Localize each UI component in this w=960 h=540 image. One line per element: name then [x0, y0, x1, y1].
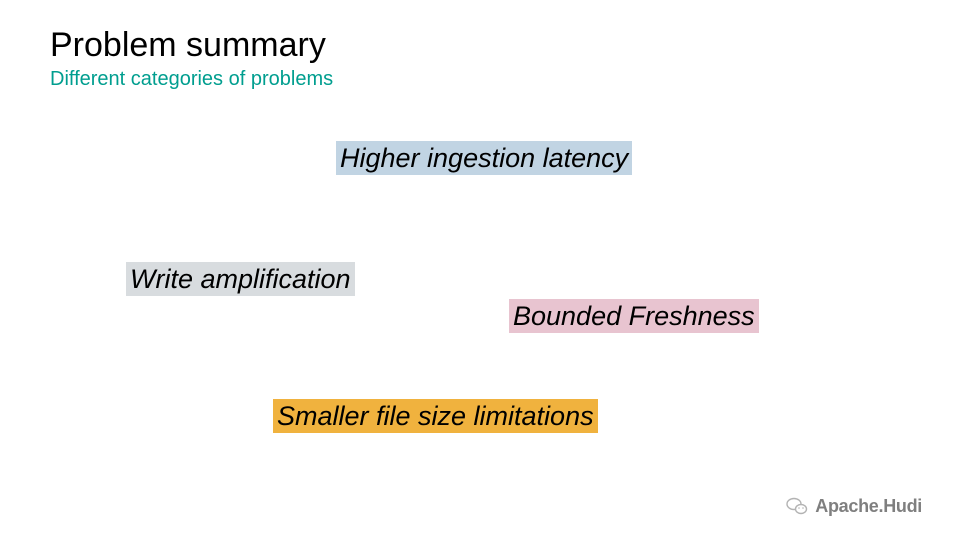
page-subtitle: Different categories of problems	[50, 68, 333, 91]
watermark: Apache.Hudi	[785, 494, 922, 518]
problem-file-size: Smaller file size limitations	[273, 399, 598, 433]
page-title: Problem summary	[50, 26, 326, 65]
problem-write-amplification: Write amplification	[126, 262, 355, 296]
wechat-icon	[785, 494, 809, 518]
problem-bounded-freshness: Bounded Freshness	[509, 299, 759, 333]
problem-ingestion-latency: Higher ingestion latency	[336, 141, 632, 175]
watermark-label: Apache.Hudi	[815, 496, 922, 517]
